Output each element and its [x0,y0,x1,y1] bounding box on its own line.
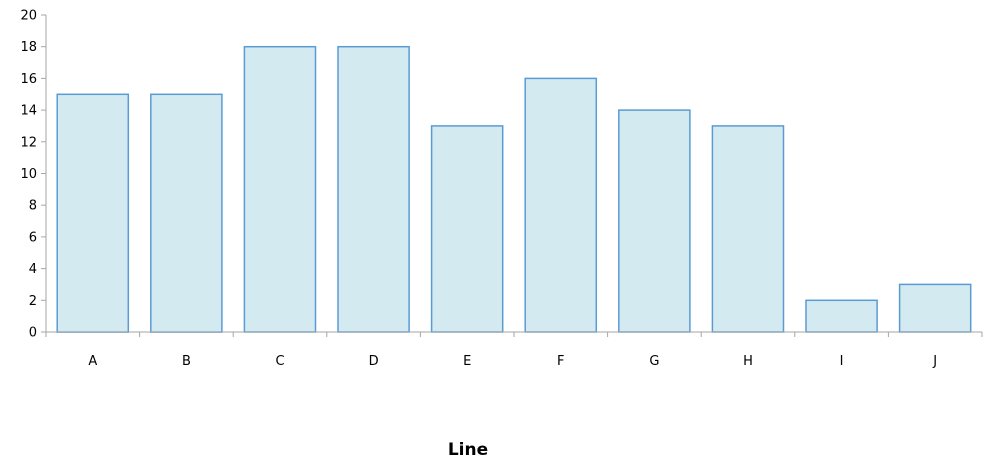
x-tick-label-D: D [369,354,379,369]
bar-H [711,125,785,333]
x-tick-label-I: I [840,354,844,369]
y-tick-label-18: 18 [20,40,37,55]
bar-J [898,283,972,333]
y-tick-label-12: 12 [20,135,37,150]
labels-layer: 0 2 4 6 8 10 12 14 16 18 20 A B C D E F G H I J [20,9,937,370]
bar-D [337,45,410,333]
y-tick-label-8: 8 [29,199,37,214]
bar-I [805,299,878,333]
x-tick-label-G: G [649,354,659,369]
x-tick-label-A: A [88,354,97,369]
x-tick-label-F: F [557,354,564,369]
bar-F [524,77,598,333]
y-tick-label-14: 14 [20,104,37,119]
bar-B [150,93,223,333]
y-tick-label-10: 10 [20,167,37,182]
bar-G [618,109,691,333]
x-tick-label-B: B [182,354,191,369]
y-tick-label-2: 2 [29,294,37,309]
x-tick-label-J: J [932,354,937,369]
bar-A [56,93,130,333]
x-tick-label-H: H [743,354,753,369]
bar-C [243,45,317,333]
x-tick-label-E: E [463,354,471,369]
y-tick-label-4: 4 [29,262,37,277]
y-tick-label-20: 20 [20,9,37,24]
x-tick-label-C: C [275,354,284,369]
y-tick-label-16: 16 [20,72,37,87]
y-tick-label-0: 0 [29,326,37,341]
bar-E [430,125,504,333]
axis-layer [41,14,983,337]
y-tick-label-6: 6 [29,230,37,245]
x-axis-title: Line [448,440,488,460]
bars-layer [56,45,972,333]
